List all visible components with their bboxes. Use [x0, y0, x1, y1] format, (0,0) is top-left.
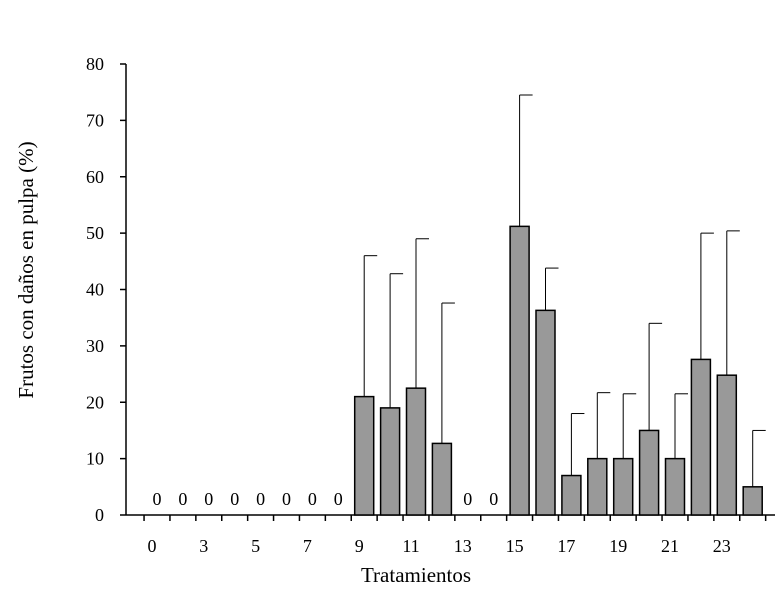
bar [353, 395, 375, 516]
bar [690, 358, 712, 516]
y-axis-title: Frutos con daños en pulpa (%) [14, 141, 38, 398]
x-tick-label: 23 [713, 536, 731, 556]
zero-value-label: 0 [489, 489, 498, 509]
bar [431, 442, 453, 516]
zero-value-label: 0 [230, 489, 239, 509]
zero-value-label: 0 [178, 489, 187, 509]
y-tick-label: 20 [86, 392, 104, 412]
bar [716, 374, 738, 516]
x-tick-label: 17 [557, 536, 575, 556]
y-tick-label: 10 [86, 449, 104, 469]
bar [509, 225, 530, 516]
x-tick-label: 5 [251, 536, 260, 556]
bar [587, 457, 608, 516]
x-tick-label: 0 [148, 536, 157, 556]
zero-value-label: 0 [308, 489, 317, 509]
bar [612, 457, 634, 516]
y-tick-label: 40 [86, 280, 104, 300]
bar [535, 309, 556, 516]
x-tick-label: 13 [454, 536, 472, 556]
y-tick-label: 50 [86, 223, 104, 243]
x-tick-label: 11 [402, 536, 419, 556]
bar [405, 387, 427, 516]
x-tick-label: 21 [661, 536, 679, 556]
zero-value-label: 0 [204, 489, 213, 509]
y-tick-label: 60 [86, 167, 104, 187]
x-tick-label: 3 [199, 536, 208, 556]
x-tick-label: 7 [303, 536, 312, 556]
bar [379, 407, 401, 516]
x-axis-title: Tratamientos [361, 563, 471, 587]
zero-value-label: 0 [256, 489, 265, 509]
bar [664, 457, 686, 516]
y-tick-label: 70 [86, 110, 104, 130]
bar [742, 486, 763, 516]
x-axis: 0 3 5 7 9 11 13 15 17 19 21 23 [126, 514, 775, 556]
y-tick-label: 0 [95, 505, 104, 525]
zero-value-label: 0 [334, 489, 343, 509]
bar [561, 474, 582, 516]
bar [638, 429, 660, 516]
zero-value-label: 0 [153, 489, 162, 509]
zero-value-label: 0 [463, 489, 472, 509]
y-axis: 0 10 20 30 40 50 60 70 80 [86, 54, 127, 525]
y-tick-label: 80 [86, 54, 104, 74]
x-tick-label: 15 [506, 536, 524, 556]
x-tick-label: 9 [355, 536, 364, 556]
y-tick-label: 30 [86, 336, 104, 356]
zero-value-label: 0 [282, 489, 291, 509]
x-tick-label: 19 [609, 536, 627, 556]
error-bars [363, 94, 766, 487]
